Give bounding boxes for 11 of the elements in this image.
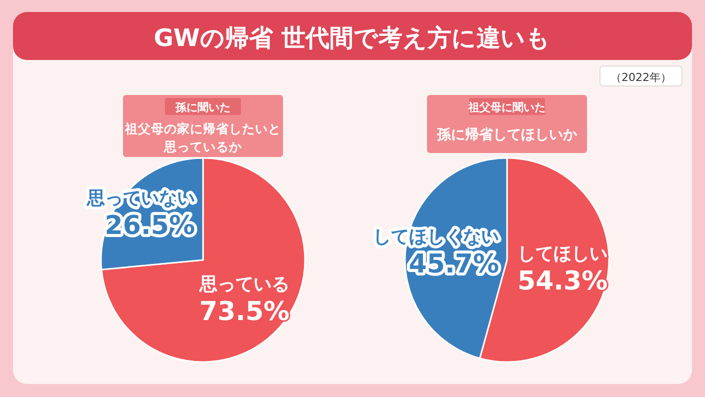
chart-title: 孫に帰省してほしいか: [436, 127, 578, 143]
data-label: 54.3%: [517, 266, 608, 297]
slice-label: してほしい: [518, 244, 608, 265]
text: GWの帰省 世代間で考え方に違いも: [154, 24, 550, 52]
slice-label: 思っている: [198, 274, 290, 295]
data-label: 73.5%: [199, 296, 290, 327]
text: （2022年）: [610, 71, 672, 84]
chart-subtitle: 孫に聞いた: [174, 101, 230, 114]
chart-subtitle: 祖父母に聞いた: [468, 101, 546, 114]
chart-title: 祖父母の家に帰省したいと思っているか: [124, 121, 281, 154]
data-label: 45.7%: [408, 249, 499, 280]
